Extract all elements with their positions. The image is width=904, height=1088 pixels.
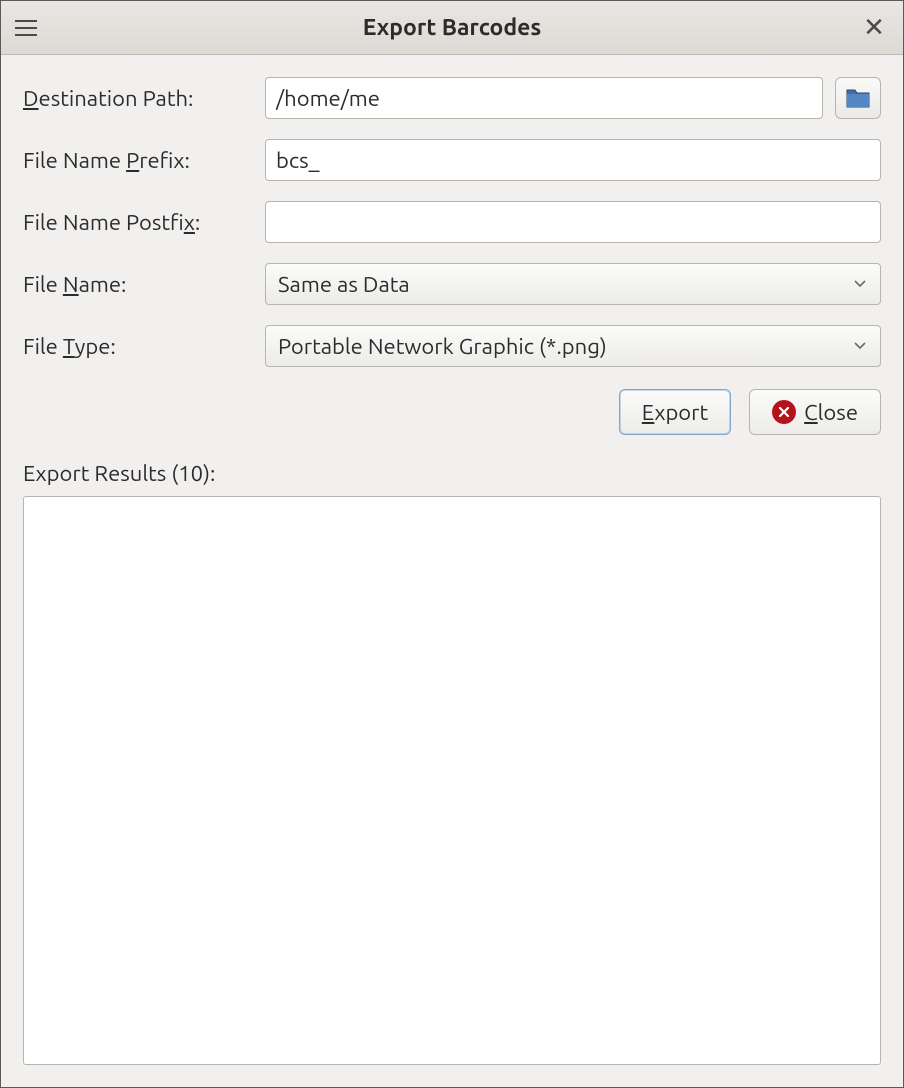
file-name-label: File Name: <box>23 272 253 297</box>
window-title: Export Barcodes <box>1 15 903 40</box>
export-results-area[interactable] <box>23 496 881 1065</box>
file-name-prefix-input[interactable] <box>265 139 881 181</box>
file-type-select-value: Portable Network Graphic (*.png) <box>278 334 607 359</box>
chevron-down-icon <box>854 280 866 288</box>
file-name-postfix-label: File Name Postfix: <box>23 210 253 235</box>
destination-path-input[interactable] <box>265 77 823 119</box>
export-button[interactable]: Export <box>619 389 731 435</box>
titlebar: Export Barcodes ✕ <box>1 1 903 55</box>
dialog-content: Destination Path: File Name Prefix: File… <box>1 55 903 1087</box>
file-name-select[interactable]: Same as Data <box>265 263 881 305</box>
form-grid: Destination Path: File Name Prefix: File… <box>23 77 881 367</box>
window-close-button[interactable]: ✕ <box>859 12 889 43</box>
close-button[interactable]: Close <box>749 389 881 435</box>
folder-icon <box>845 87 871 109</box>
file-type-select[interactable]: Portable Network Graphic (*.png) <box>265 325 881 367</box>
chevron-down-icon <box>854 342 866 350</box>
error-circle-icon <box>772 400 796 424</box>
file-name-select-value: Same as Data <box>278 272 410 297</box>
close-icon: ✕ <box>863 12 885 41</box>
file-name-prefix-label: File Name Prefix: <box>23 148 253 173</box>
menu-icon <box>15 20 37 22</box>
file-type-label: File Type: <box>23 334 253 359</box>
export-barcodes-window: Export Barcodes ✕ Destination Path: File… <box>0 0 904 1088</box>
browse-button[interactable] <box>835 77 881 119</box>
file-name-postfix-input[interactable] <box>265 201 881 243</box>
button-row: Export Close <box>23 389 881 435</box>
destination-path-label: Destination Path: <box>23 86 253 111</box>
export-results-label: Export Results (10): <box>23 461 881 486</box>
menu-button[interactable] <box>15 13 45 43</box>
